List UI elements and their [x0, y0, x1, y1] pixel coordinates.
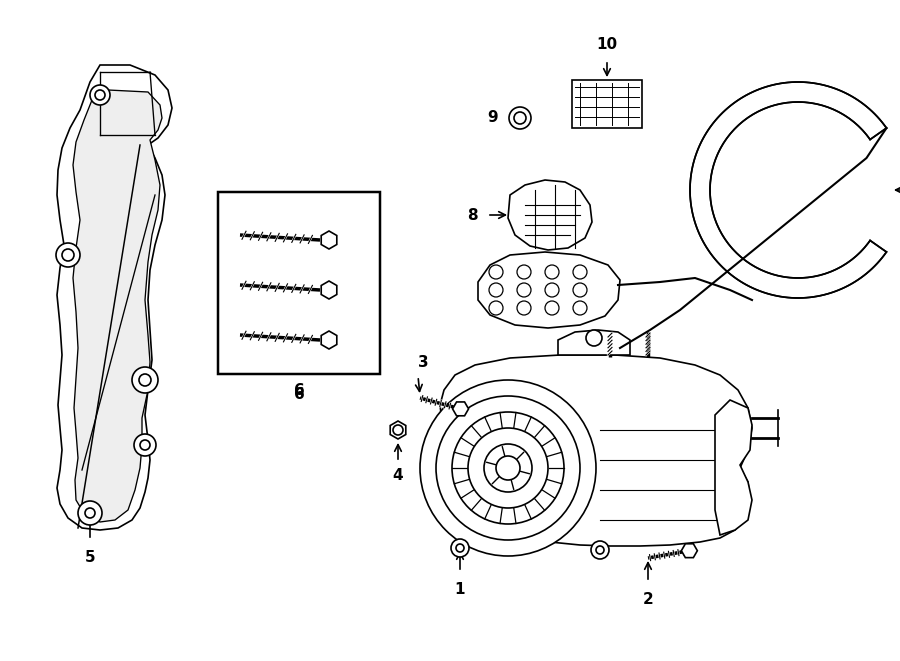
Polygon shape	[715, 400, 752, 535]
Text: 9: 9	[488, 110, 498, 126]
Circle shape	[62, 249, 74, 261]
Bar	[218, 192, 380, 374]
Circle shape	[489, 283, 503, 297]
Circle shape	[545, 301, 559, 315]
Circle shape	[489, 265, 503, 279]
Circle shape	[134, 434, 156, 456]
Circle shape	[573, 283, 587, 297]
Circle shape	[573, 301, 587, 315]
Circle shape	[489, 301, 503, 315]
Circle shape	[436, 396, 580, 540]
Circle shape	[573, 265, 587, 279]
Text: 2: 2	[643, 592, 653, 607]
Text: 6: 6	[293, 387, 304, 402]
Text: 1: 1	[454, 582, 465, 597]
Circle shape	[90, 85, 110, 105]
Circle shape	[545, 283, 559, 297]
Polygon shape	[391, 421, 406, 439]
Circle shape	[393, 425, 403, 435]
Circle shape	[517, 301, 531, 315]
Polygon shape	[558, 330, 630, 355]
Circle shape	[484, 444, 532, 492]
Circle shape	[451, 539, 469, 557]
Circle shape	[591, 541, 609, 559]
Circle shape	[517, 265, 531, 279]
Polygon shape	[73, 90, 162, 522]
Polygon shape	[453, 402, 469, 416]
Polygon shape	[321, 231, 337, 249]
Polygon shape	[440, 355, 752, 546]
Circle shape	[139, 374, 151, 386]
Bar	[572, 80, 642, 128]
Circle shape	[456, 544, 464, 552]
Circle shape	[452, 412, 564, 524]
Circle shape	[85, 508, 95, 518]
Text: 4: 4	[392, 468, 403, 483]
Text: 8: 8	[467, 208, 478, 223]
Circle shape	[468, 428, 548, 508]
Polygon shape	[478, 252, 620, 328]
Circle shape	[132, 367, 158, 393]
Circle shape	[420, 380, 596, 556]
Circle shape	[78, 501, 102, 525]
Polygon shape	[321, 281, 337, 299]
Circle shape	[545, 265, 559, 279]
Polygon shape	[681, 544, 698, 558]
Polygon shape	[690, 82, 886, 298]
Polygon shape	[321, 331, 337, 349]
Text: 10: 10	[597, 37, 617, 52]
Circle shape	[596, 546, 604, 554]
Circle shape	[509, 107, 531, 129]
Circle shape	[95, 90, 105, 100]
Text: 6: 6	[293, 383, 304, 398]
Polygon shape	[57, 65, 172, 530]
Circle shape	[517, 283, 531, 297]
Polygon shape	[508, 180, 592, 250]
Circle shape	[56, 243, 80, 267]
Circle shape	[496, 456, 520, 480]
Text: 5: 5	[85, 550, 95, 565]
Text: 3: 3	[418, 355, 428, 370]
Circle shape	[140, 440, 150, 450]
Circle shape	[514, 112, 526, 124]
Circle shape	[586, 330, 602, 346]
